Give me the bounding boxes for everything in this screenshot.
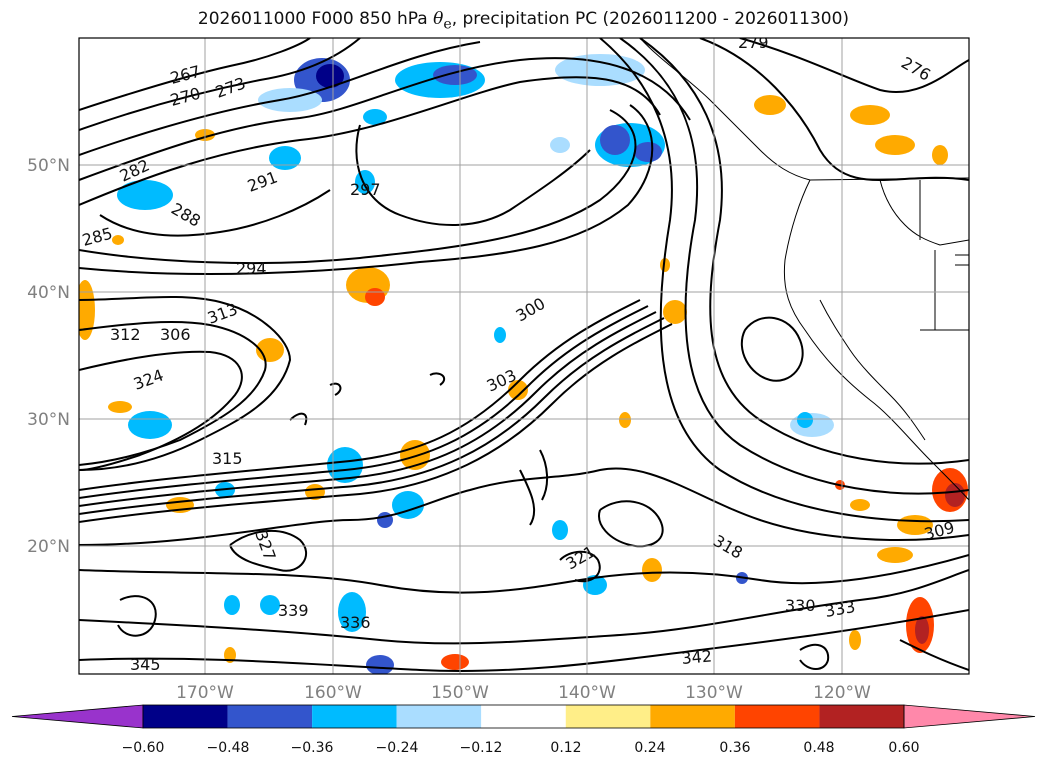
- contour-label-330: 330: [785, 596, 816, 615]
- lon-label-160w: 160°W: [304, 683, 362, 703]
- theta-e-contours: [79, 38, 969, 672]
- colorbar-under-triangle: [11, 704, 144, 729]
- contour-label-306: 306: [160, 325, 191, 344]
- colorbar-over-triangle: [903, 704, 1036, 729]
- colorbar-box: [396, 705, 482, 728]
- contour-label-312: 312: [110, 325, 141, 344]
- colorbar-box: [734, 705, 820, 728]
- contour-label-294: 294: [236, 259, 267, 278]
- lat-label-30n: 30°N: [27, 410, 70, 430]
- colorbar-label-1: −0.60: [122, 740, 165, 756]
- colorbar-box: [819, 705, 904, 728]
- colorbar-label-10: 0.60: [888, 740, 919, 756]
- lat-label-50n: 50°N: [27, 156, 70, 176]
- contour-label-339: 339: [278, 601, 309, 620]
- contour-label-342: 342: [681, 646, 713, 668]
- colorbar-box: [650, 705, 735, 728]
- lon-label-120w: 120°W: [813, 683, 871, 703]
- contour-label-345: 345: [130, 655, 161, 674]
- colorbar-label-6: 0.12: [550, 740, 581, 756]
- colorbar-box: [481, 705, 566, 728]
- lon-label-150w: 150°W: [431, 683, 489, 703]
- coastline: [639, 38, 969, 501]
- colorbar: −0.60 −0.48 −0.36 −0.24 −0.12 0.12 0.24 …: [11, 704, 1036, 756]
- colorbar-label-9: 0.48: [803, 740, 834, 756]
- colorbar-label-5: −0.12: [460, 740, 503, 756]
- colorbar-label-4: −0.24: [376, 740, 419, 756]
- colorbar-box: [312, 705, 397, 728]
- map-panel: 267 270 273 276 279 282 285 288 291 294 …: [79, 33, 969, 674]
- colorbar-label-3: −0.36: [291, 740, 334, 756]
- colorbar-label-8: 0.36: [719, 740, 750, 756]
- lon-label-140w: 140°W: [558, 683, 616, 703]
- colorbar-label-2: −0.48: [207, 740, 250, 756]
- longitude-labels: 170°W 160°W 150°W 140°W 130°W 120°W: [176, 683, 871, 703]
- contour-label-297: 297: [350, 180, 381, 199]
- colorbar-box: [143, 705, 228, 728]
- colorbar-box: [565, 705, 651, 728]
- lon-label-130w: 130°W: [685, 683, 743, 703]
- contour-label-279: 279: [738, 33, 769, 52]
- lat-label-40n: 40°N: [27, 283, 70, 303]
- colorbar-frame: [142, 704, 905, 729]
- contour-label-336: 336: [340, 613, 371, 632]
- colorbar-box: [227, 705, 313, 728]
- latitude-labels: 50°N 40°N 30°N 20°N: [27, 156, 70, 557]
- colorbar-labels: −0.60 −0.48 −0.36 −0.24 −0.12 0.12 0.24 …: [122, 740, 920, 756]
- colorbar-label-7: 0.24: [634, 740, 665, 756]
- lat-label-20n: 20°N: [27, 537, 70, 557]
- map-title: 2026011000 F000 850 hPa θe, precipitatio…: [197, 9, 850, 33]
- contour-label-315: 315: [212, 449, 243, 468]
- map-frame: [78, 37, 970, 675]
- lon-label-170w: 170°W: [176, 683, 234, 703]
- graticule: [79, 38, 969, 674]
